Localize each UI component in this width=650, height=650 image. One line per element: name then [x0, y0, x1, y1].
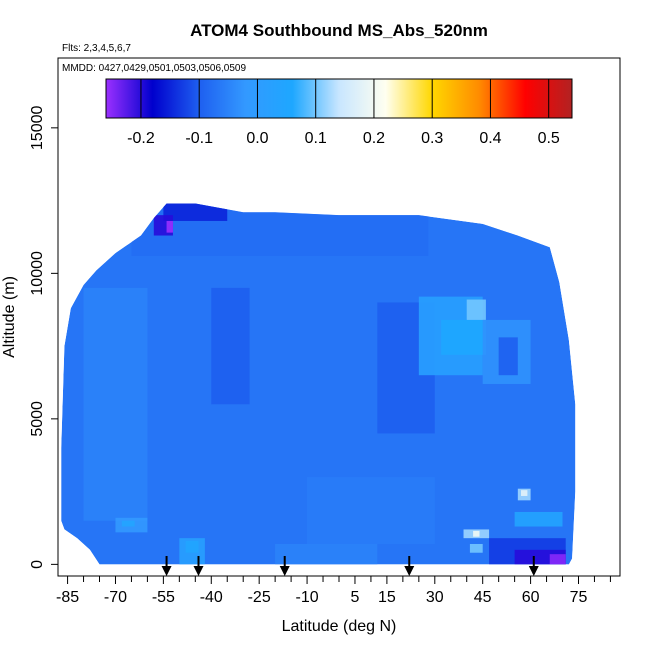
x-tick-label: 30: [426, 589, 444, 606]
marker-arrow: [404, 556, 415, 576]
heatmap-cell: [185, 541, 199, 553]
colorbar-tick-label: 0.3: [421, 130, 443, 147]
marker-arrow: [161, 556, 172, 576]
heatmap-cell: [83, 287, 148, 521]
colorbar-tick-label: 0.5: [538, 130, 560, 147]
colorbar-tick-label: 0.4: [479, 130, 501, 147]
x-tick-label: 60: [522, 589, 540, 606]
marker-arrow: [528, 556, 539, 576]
colorbar-tick-label: 0.1: [305, 130, 327, 147]
x-axis-label: Latitude (deg N): [282, 618, 397, 635]
x-tick-label: -25: [248, 589, 271, 606]
x-tick-label: -70: [104, 589, 127, 606]
x-tick-label: -10: [296, 589, 319, 606]
heatmap-cell: [466, 299, 486, 320]
y-axis-label: Altitude (m): [1, 276, 18, 358]
x-axis: -85 -70 -55 -40 -25 -10 5 15 30 45 60 75: [56, 576, 611, 606]
x-tick-label: -55: [152, 589, 175, 606]
y-tick-label: 0: [29, 560, 46, 569]
heatmap-cell: [307, 477, 435, 544]
y-tick-label: 10000: [29, 251, 46, 296]
heatmap-cell: [549, 554, 566, 565]
x-tick-label: 15: [378, 589, 396, 606]
colorbar-tick-label: 0.0: [246, 130, 268, 147]
x-tick-label: 75: [570, 589, 588, 606]
colorbar-gradient: [105, 78, 573, 119]
heatmap-cells: [61, 203, 576, 565]
markers-layer: [161, 556, 539, 576]
dates-subtitle: MMDD: 0427,0429,0501,0503,0506,0509: [62, 63, 246, 74]
heatmap-cell: [163, 203, 228, 221]
colorbar-tick-label: 0.2: [363, 130, 385, 147]
heatmap-background: [61, 203, 576, 565]
heatmap-cell: [514, 511, 563, 527]
flights-subtitle: Flts: 2,3,4,5,6,7: [62, 43, 131, 54]
heatmap-cell: [121, 520, 135, 527]
colorbar-tick-label: -0.1: [185, 130, 213, 147]
x-tick-label: 5: [351, 589, 360, 606]
y-axis: 0 5000 10000 15000: [29, 105, 58, 569]
heatmap-cell: [275, 543, 378, 565]
heatmap-layer: [61, 203, 576, 565]
x-tick-label: -40: [200, 589, 223, 606]
chart-title: ATOM4 Southbound MS_Abs_520nm: [190, 21, 488, 40]
marker-arrow: [193, 556, 204, 576]
heatmap-cell: [441, 319, 486, 355]
y-tick-label: 5000: [29, 401, 46, 437]
x-tick-label: 45: [474, 589, 492, 606]
heatmap-cell: [498, 337, 518, 376]
marker-arrow: [279, 556, 290, 576]
heatmap-cell: [211, 287, 250, 405]
heatmap-cell: [166, 220, 173, 233]
colorbar: -0.2 -0.1 0.0 0.1 0.2 0.3 0.4 0.5: [105, 78, 573, 147]
heatmap-cell: [469, 543, 483, 553]
y-tick-label: 15000: [29, 105, 46, 150]
heatmap-cell: [521, 490, 528, 496]
x-tick-label: -85: [56, 589, 79, 606]
heatmap-cell: [473, 530, 480, 537]
colorbar-tick-label: -0.2: [127, 130, 155, 147]
